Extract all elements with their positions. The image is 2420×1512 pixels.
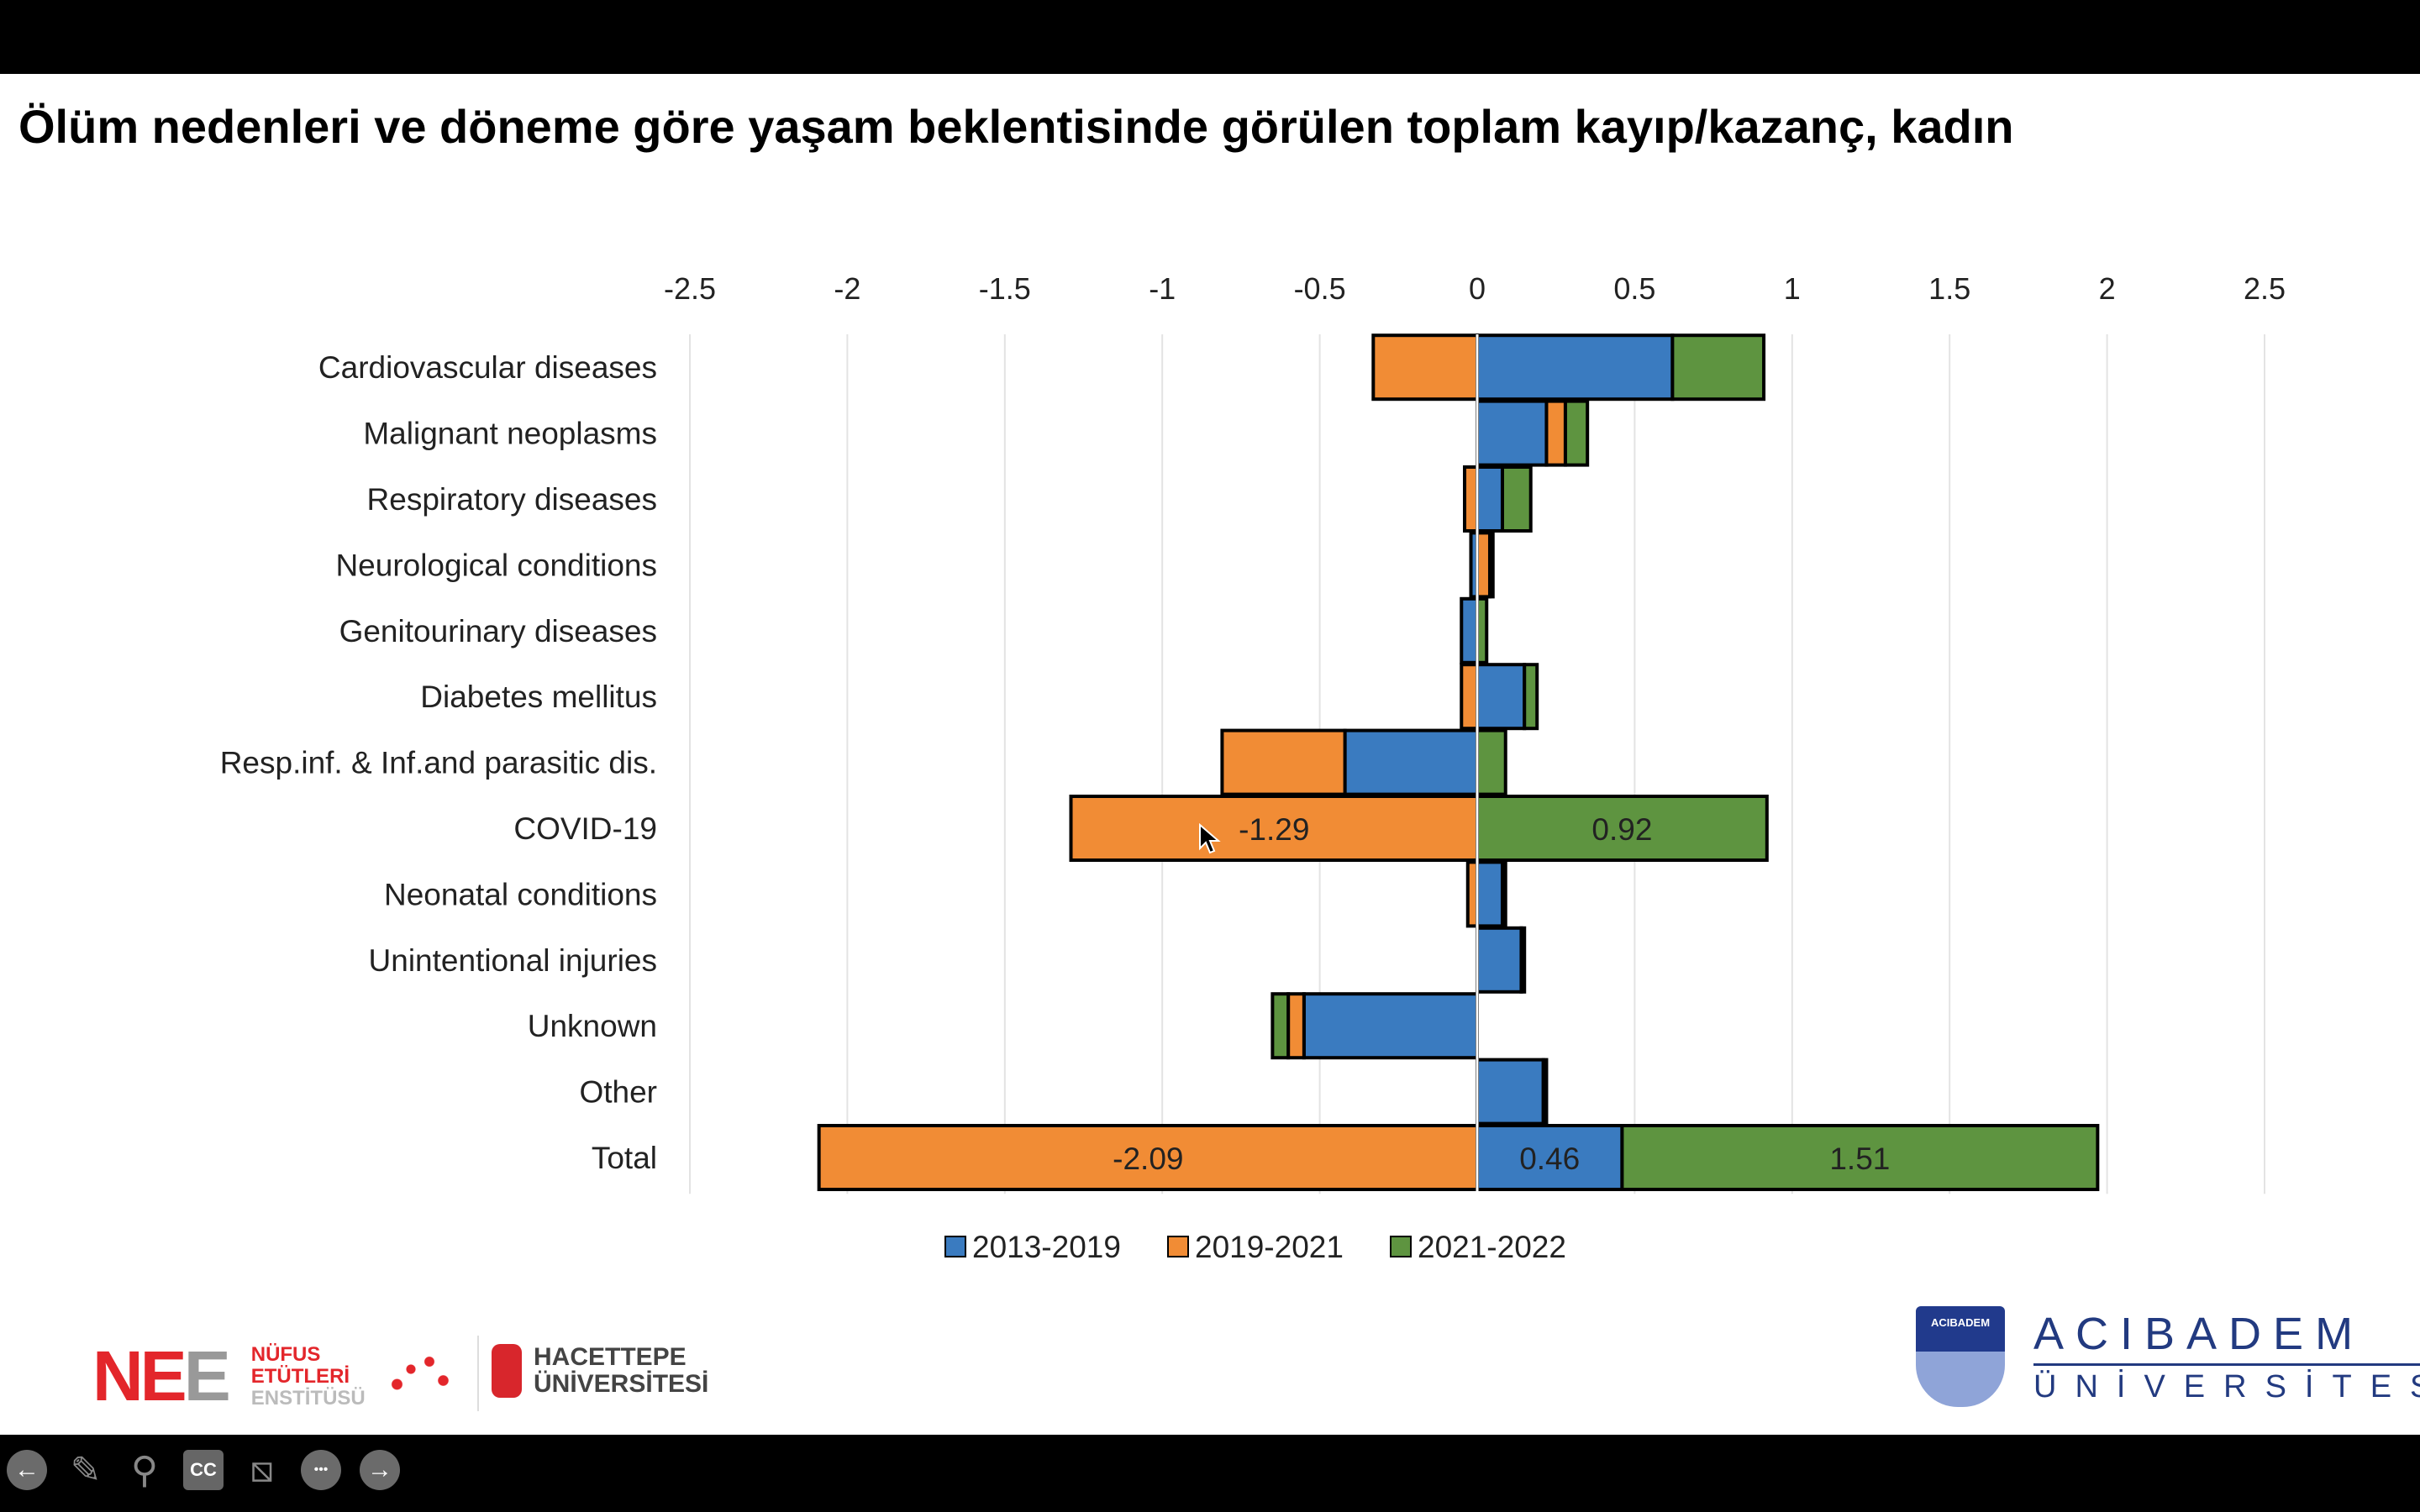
x-tick-label: 1.5 bbox=[1928, 271, 1970, 306]
category-label: Unknown bbox=[528, 1009, 657, 1043]
x-tick-label: -1 bbox=[1149, 271, 1176, 306]
category-label: COVID-19 bbox=[513, 811, 657, 846]
acibadem-line2: ÜNİVERSİTESİ bbox=[2033, 1369, 2420, 1404]
bar-segment bbox=[1500, 860, 1507, 928]
bar-segment bbox=[1476, 1124, 1624, 1191]
bar-segment bbox=[1476, 663, 1527, 731]
bar-segment bbox=[1069, 795, 1480, 862]
tree-logo-icon bbox=[373, 1338, 466, 1415]
bar-segment bbox=[1476, 728, 1507, 796]
bar-segment bbox=[1476, 1058, 1545, 1126]
bar-segment bbox=[1544, 399, 1567, 467]
bar-segment bbox=[1476, 399, 1549, 467]
bar-segment bbox=[1541, 1058, 1549, 1126]
bar-segment bbox=[1500, 465, 1533, 533]
bar-segment bbox=[1670, 333, 1766, 402]
x-tick-label: 2.5 bbox=[2244, 271, 2286, 306]
bar-segment bbox=[1519, 926, 1527, 994]
back-arrow-icon[interactable]: ← bbox=[7, 1450, 47, 1490]
category-label: Neonatal conditions bbox=[384, 877, 657, 911]
x-tick-label: -0.5 bbox=[1294, 271, 1346, 306]
presentation-toolbar: ← ✎ ⚲ CC ⧅ ••• → bbox=[7, 1449, 400, 1491]
nee-logo-ne: NE bbox=[92, 1336, 187, 1415]
data-label: 0.92 bbox=[1591, 812, 1652, 847]
bar-segment bbox=[1476, 795, 1769, 862]
legend-label: 2021-2022 bbox=[1418, 1230, 1566, 1264]
nee-line2: ETÜTLERİ bbox=[250, 1364, 350, 1388]
category-label: Unintentional injuries bbox=[369, 943, 657, 978]
slide bbox=[0, 74, 2420, 1435]
nee-line1: NÜFUS bbox=[250, 1342, 321, 1366]
mouse-cursor-icon bbox=[1199, 823, 1221, 854]
category-label: Cardiovascular diseases bbox=[318, 350, 657, 385]
pen-icon[interactable]: ✎ bbox=[70, 1449, 102, 1491]
bar-segment bbox=[1476, 333, 1675, 402]
x-tick-label: -2.5 bbox=[664, 271, 716, 306]
x-tick-label: 0 bbox=[1469, 271, 1486, 306]
bar-segment bbox=[1465, 860, 1479, 928]
legend-swatch bbox=[1167, 1236, 1189, 1257]
data-label: 0.46 bbox=[1519, 1142, 1580, 1176]
bar-segment bbox=[1463, 465, 1480, 533]
hacettepe-logo: HACETTEPE ÜNİVERSİTESİ bbox=[492, 1344, 708, 1398]
next-arrow-icon[interactable]: → bbox=[360, 1450, 400, 1490]
bar-segment bbox=[1460, 596, 1480, 664]
data-label: 1.51 bbox=[1829, 1142, 1890, 1176]
bar-segment bbox=[1487, 531, 1495, 599]
x-tick-label: 0.5 bbox=[1613, 271, 1655, 306]
bar-segment bbox=[1302, 992, 1479, 1060]
hacettepe-mark-icon bbox=[492, 1344, 522, 1398]
hacettepe-line1: HACETTEPE bbox=[534, 1343, 687, 1371]
chart-title: Ölüm nedenleri ve döneme göre yaşam bekl… bbox=[18, 100, 2014, 153]
acibadem-shield-icon: ACIBADEM bbox=[1916, 1306, 2005, 1407]
category-label: Total bbox=[592, 1141, 657, 1175]
bar-segment bbox=[1476, 860, 1504, 928]
nee-line3: ENSTİTÜSÜ bbox=[250, 1386, 366, 1410]
search-icon[interactable]: ⚲ bbox=[130, 1449, 159, 1491]
legend-label: 2013-2019 bbox=[972, 1230, 1121, 1264]
bar-segment bbox=[1460, 663, 1480, 731]
x-tick-label: 2 bbox=[2099, 271, 2116, 306]
bar-segment bbox=[1620, 1124, 2100, 1191]
bar-segment bbox=[1563, 399, 1590, 467]
bar-segment bbox=[1476, 531, 1491, 599]
bar-segment bbox=[1286, 992, 1306, 1060]
legend-label: 2019-2021 bbox=[1195, 1230, 1344, 1264]
hacettepe-line2: ÜNİVERSİTESİ bbox=[534, 1370, 709, 1398]
category-label: Genitourinary diseases bbox=[339, 614, 657, 648]
category-label: Respiratory diseases bbox=[367, 482, 657, 517]
category-label: Diabetes mellitus bbox=[420, 680, 657, 714]
legend-swatch bbox=[1390, 1236, 1412, 1257]
bar-segment bbox=[1220, 728, 1347, 796]
bar-segment bbox=[1270, 992, 1291, 1060]
acibadem-line1: ACIBADEM bbox=[2033, 1308, 2420, 1366]
bar-segment bbox=[1476, 465, 1504, 533]
bar-segment bbox=[1523, 663, 1539, 731]
bar-segment bbox=[1343, 728, 1479, 796]
data-label: -1.29 bbox=[1239, 812, 1309, 847]
data-label: -2.09 bbox=[1113, 1142, 1183, 1176]
x-tick-label: 1 bbox=[1784, 271, 1801, 306]
category-label: Resp.inf. & Inf.and parasitic dis. bbox=[220, 746, 657, 780]
category-label: Other bbox=[579, 1075, 657, 1110]
x-tick-label: -2 bbox=[834, 271, 860, 306]
logo-divider bbox=[477, 1336, 479, 1411]
more-options-icon[interactable]: ••• bbox=[301, 1450, 341, 1490]
bar-segment bbox=[1476, 596, 1489, 664]
bar-segment bbox=[1371, 333, 1480, 402]
bar-segment bbox=[817, 1124, 1479, 1191]
bar-segment bbox=[1476, 926, 1523, 994]
category-label: Neurological conditions bbox=[335, 548, 657, 582]
category-label: Malignant neoplasms bbox=[363, 417, 657, 451]
closed-caption-icon[interactable]: CC bbox=[183, 1450, 224, 1490]
legend-swatch bbox=[944, 1236, 966, 1257]
x-tick-label: -1.5 bbox=[979, 271, 1031, 306]
video-off-icon[interactable]: ⧅ bbox=[250, 1449, 274, 1490]
acibadem-logo: ACIBADEM ACIBADEMÜNİVERSİTESİ bbox=[1916, 1306, 2420, 1407]
nee-logo-e: E bbox=[183, 1336, 231, 1415]
nee-logo: NEE NÜFUS ETÜTLERİ ENSTİTÜSÜ bbox=[92, 1336, 466, 1417]
